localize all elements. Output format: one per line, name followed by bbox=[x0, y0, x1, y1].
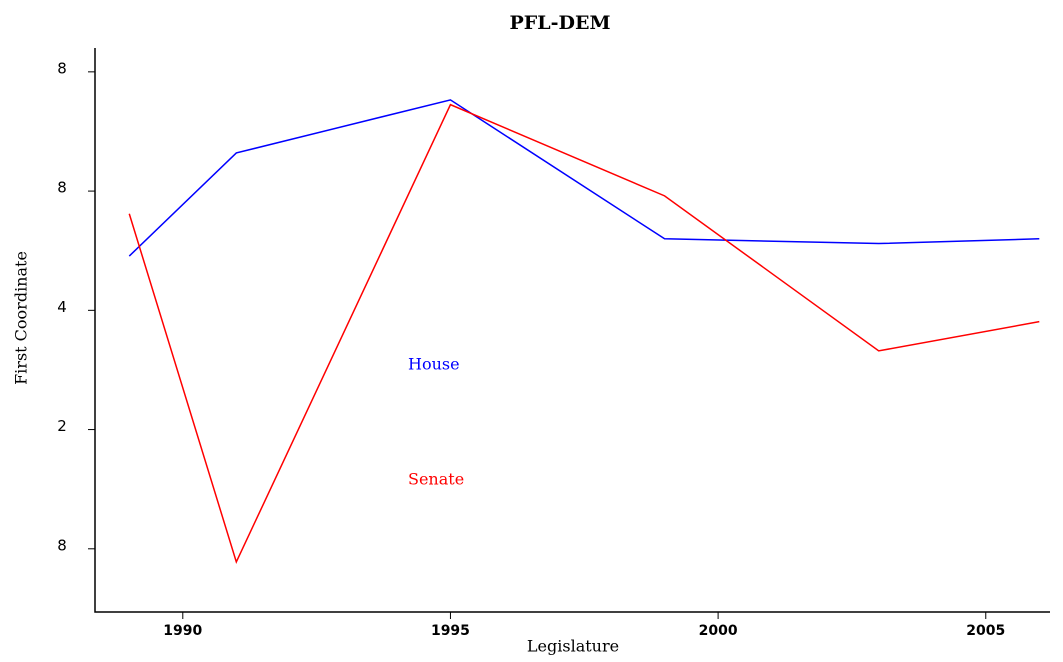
y-tick-label: 8 bbox=[57, 536, 67, 554]
x-tick-label: 2000 bbox=[699, 623, 738, 639]
y-tick-label: 8 bbox=[57, 179, 67, 197]
y-tick-label: 4 bbox=[57, 298, 67, 316]
legend-label: Senate bbox=[408, 470, 464, 489]
x-axis-label: Legislature bbox=[527, 637, 619, 656]
line bbox=[128, 99, 1040, 257]
y-axis-label: First Coordinate bbox=[12, 251, 31, 385]
y-tick-label: 2 bbox=[57, 417, 67, 435]
chart-title: PFL-DEM bbox=[509, 12, 610, 34]
legend-label: House bbox=[408, 355, 460, 374]
x-tick-label: 1990 bbox=[163, 623, 202, 639]
y-tick-label: 8 bbox=[57, 59, 67, 77]
axis-frame bbox=[94, 48, 1050, 613]
x-tick-label: 1995 bbox=[431, 623, 470, 639]
line bbox=[128, 103, 1040, 564]
x-tick-label: 2005 bbox=[966, 623, 1005, 639]
